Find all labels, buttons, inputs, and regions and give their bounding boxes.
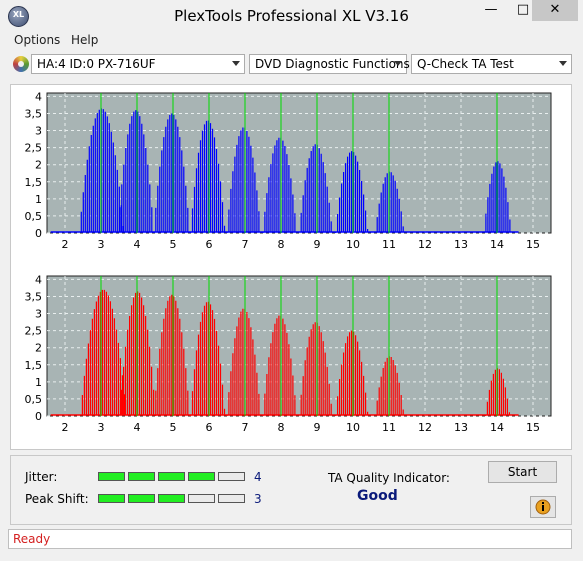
x-tick-label: 10 xyxy=(346,238,360,251)
start-button[interactable]: Start xyxy=(488,461,557,483)
x-tick-label: 6 xyxy=(206,238,213,251)
disc-icon xyxy=(13,56,29,72)
close-icon[interactable]: ✕ xyxy=(532,0,578,21)
app-icon: XL xyxy=(8,6,29,27)
x-tick-label: 11 xyxy=(382,238,396,251)
y-tick-label: 3 xyxy=(35,125,42,138)
x-tick-label: 4 xyxy=(134,238,141,251)
x-tick-label: 15 xyxy=(526,421,540,434)
chevron-down-icon xyxy=(394,61,402,66)
y-tick-label: 2,5 xyxy=(25,142,43,155)
y-tick-label: 4 xyxy=(35,90,42,103)
drive-select[interactable]: HA:4 ID:0 PX-716UF xyxy=(31,54,245,74)
meter-segment xyxy=(158,494,185,503)
x-tick-label: 3 xyxy=(98,238,105,251)
x-tick-label: 12 xyxy=(418,421,432,434)
x-tick-label: 13 xyxy=(454,421,468,434)
y-tick-label: 0,5 xyxy=(25,393,43,406)
y-tick-label: 4 xyxy=(35,273,42,286)
y-tick-label: 1 xyxy=(35,376,42,389)
jitter-label: Jitter: xyxy=(25,470,58,484)
jitter-value: 4 xyxy=(254,470,262,484)
y-tick-label: 2 xyxy=(35,342,42,355)
menu-bar: Options Help xyxy=(0,31,583,51)
y-tick-label: 0 xyxy=(35,410,42,423)
app-icon-label: XL xyxy=(12,10,25,19)
meter-segment xyxy=(158,472,185,481)
y-tick-label: 1 xyxy=(35,193,42,206)
status-text: Ready xyxy=(13,532,51,546)
x-tick-label: 5 xyxy=(170,238,177,251)
y-tick-label: 3 xyxy=(35,308,42,321)
y-tick-label: 3,5 xyxy=(25,107,43,120)
meter-segment xyxy=(98,494,125,503)
meter-segment xyxy=(218,472,245,481)
window-title: PlexTools Professional XL V3.16 xyxy=(174,7,409,25)
meter-segment xyxy=(128,472,155,481)
function-select[interactable]: DVD Diagnostic Functions xyxy=(249,54,410,74)
x-tick-label: 14 xyxy=(490,238,504,251)
y-tick-label: 1,5 xyxy=(25,176,43,189)
x-tick-label: 9 xyxy=(314,421,321,434)
plot-area xyxy=(46,92,552,234)
x-tick-label: 12 xyxy=(418,238,432,251)
x-tick-label: 4 xyxy=(134,421,141,434)
info-button[interactable] xyxy=(530,496,556,518)
chevron-down-icon xyxy=(559,61,567,66)
x-tick-label: 8 xyxy=(278,421,285,434)
meter-segment xyxy=(98,472,125,481)
charts-panel: 4 3,5 3 2,5 2 1,5 1 0,5 0 2 3 4 5 6 7 8 9 10 11 12 13 14 15 4 3,… xyxy=(10,84,572,450)
start-button-label: Start xyxy=(507,465,538,479)
test-select-value: Q-Check TA Test xyxy=(417,57,514,71)
meter-segment xyxy=(188,494,215,503)
title-bar: XL PlexTools Professional XL V3.16 — □ ✕ xyxy=(0,0,583,31)
x-tick-label: 6 xyxy=(206,421,213,434)
minimize-icon[interactable]: — xyxy=(484,2,498,17)
status-bar: Ready xyxy=(8,529,572,549)
x-tick-label: 11 xyxy=(382,421,396,434)
meter-segment xyxy=(188,472,215,481)
x-tick-label: 13 xyxy=(454,238,468,251)
meter-segment xyxy=(218,494,245,503)
drive-select-value: HA:4 ID:0 PX-716UF xyxy=(37,57,156,71)
results-panel xyxy=(10,455,572,525)
menu-options[interactable]: Options xyxy=(14,33,61,47)
y-tick-label: 1,5 xyxy=(25,359,43,372)
y-tick-label: 0 xyxy=(35,227,42,240)
meter-segment xyxy=(128,494,155,503)
x-tick-label: 2 xyxy=(62,421,69,434)
x-tick-label: 7 xyxy=(242,421,249,434)
x-tick-label: 2 xyxy=(62,238,69,251)
ta-quality-label: TA Quality Indicator: xyxy=(328,471,450,485)
x-tick-label: 14 xyxy=(490,421,504,434)
maximize-icon[interactable]: □ xyxy=(516,2,530,17)
x-tick-label: 5 xyxy=(170,421,177,434)
chevron-down-icon xyxy=(232,61,240,66)
x-tick-label: 15 xyxy=(526,238,540,251)
info-icon xyxy=(535,499,551,515)
x-tick-label: 7 xyxy=(242,238,249,251)
x-tick-label: 8 xyxy=(278,238,285,251)
histogram-bars xyxy=(80,108,511,233)
y-tick-label: 2 xyxy=(35,159,42,172)
peak-shift-value: 3 xyxy=(254,492,262,506)
y-tick-label: 0,5 xyxy=(25,210,43,223)
x-tick-label: 10 xyxy=(346,421,360,434)
y-tick-label: 3,5 xyxy=(25,290,43,303)
charts-svg: 43,532,521,510,502 3 4 5 6 7 8 9 10 11 12 13 14 1543,… xyxy=(25,90,552,434)
peak-shift-label: Peak Shift: xyxy=(25,492,89,506)
x-tick-label: 9 xyxy=(314,238,321,251)
menu-help[interactable]: Help xyxy=(71,33,99,47)
y-tick-label: 2,5 xyxy=(25,325,43,338)
ta-quality-result: Good xyxy=(357,488,398,504)
test-select[interactable]: Q-Check TA Test xyxy=(411,54,572,74)
function-select-value: DVD Diagnostic Functions xyxy=(255,57,410,71)
histogram-bars xyxy=(81,289,511,416)
x-tick-label: 3 xyxy=(98,421,105,434)
